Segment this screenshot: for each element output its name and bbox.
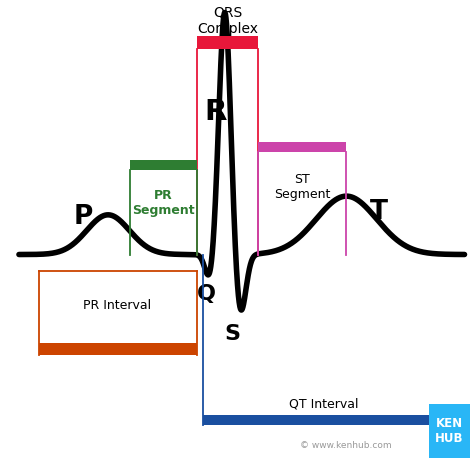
Text: © www.kenhub.com: © www.kenhub.com (300, 441, 392, 451)
Text: P: P (73, 204, 92, 230)
Bar (197, 36, 258, 49)
Text: R: R (204, 98, 227, 126)
Text: S: S (224, 324, 240, 344)
Text: PR
Segment: PR Segment (132, 189, 195, 217)
Text: QRS
Complex: QRS Complex (197, 6, 258, 36)
Bar (258, 142, 346, 152)
Bar (130, 160, 197, 170)
Text: KEN
HUB: KEN HUB (435, 417, 464, 445)
Text: PR Interval: PR Interval (83, 299, 152, 312)
Text: QT Interval: QT Interval (289, 397, 358, 410)
Text: ST
Segment: ST Segment (274, 173, 330, 201)
Text: T: T (370, 199, 388, 226)
Bar (203, 415, 443, 425)
Bar (429, 404, 470, 458)
Text: Q: Q (197, 284, 216, 304)
Bar (39, 343, 197, 355)
